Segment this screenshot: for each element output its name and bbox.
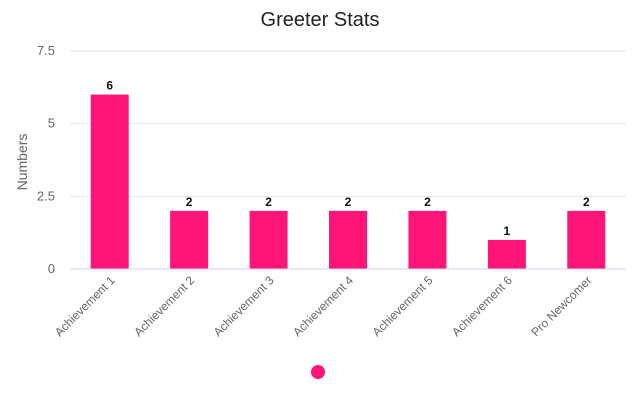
y-tick-label: 7.5 (37, 43, 55, 58)
bar[interactable] (487, 239, 526, 269)
y-tick-label: 5 (48, 116, 55, 131)
y-tick-label: 2.5 (37, 188, 55, 203)
category-label: Achievement 3 (211, 273, 277, 339)
legend-marker[interactable] (311, 365, 325, 379)
category-label: Achievement 1 (52, 273, 118, 339)
data-label: 1 (504, 224, 511, 238)
bar[interactable] (567, 210, 606, 269)
data-label: 2 (186, 195, 193, 209)
legend[interactable] (311, 365, 325, 379)
data-label: 2 (345, 195, 352, 209)
bar[interactable] (249, 210, 288, 269)
y-axis-label: Numbers (14, 134, 30, 191)
bar[interactable] (408, 210, 447, 269)
gridlines (70, 50, 626, 197)
data-label: 2 (583, 195, 590, 209)
data-label: 2 (265, 195, 272, 209)
bars (90, 94, 606, 269)
category-label: Achievement 6 (449, 273, 515, 339)
category-label: Pro Newcomer (528, 273, 594, 339)
y-axis-ticks: 0 2.5 5 7.5 (37, 43, 55, 276)
bar[interactable] (170, 210, 209, 269)
y-tick-label: 0 (48, 261, 55, 276)
data-label: 6 (106, 79, 113, 93)
data-labels: 6 2 2 2 2 1 2 (106, 79, 590, 238)
category-label: Achievement 4 (290, 273, 356, 339)
bar[interactable] (329, 210, 367, 269)
category-label: Achievement 5 (370, 273, 436, 339)
data-label: 2 (424, 195, 431, 209)
category-label: Achievement 2 (131, 273, 197, 339)
bar[interactable] (90, 94, 129, 269)
chart-title: Greeter Stats (261, 9, 380, 31)
